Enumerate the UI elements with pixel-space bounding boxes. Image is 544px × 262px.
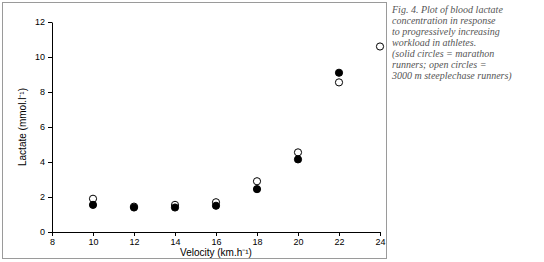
point bbox=[253, 178, 260, 185]
x-axis-tick-label: 20 bbox=[293, 237, 303, 247]
x-axis-tick-label: 18 bbox=[252, 237, 262, 247]
x-axis-tick-mark bbox=[175, 232, 176, 236]
point bbox=[89, 201, 96, 208]
point bbox=[253, 186, 260, 193]
x-axis-tick: 14 bbox=[170, 232, 180, 247]
y-axis-tick: 2 bbox=[40, 192, 52, 202]
caption-line: to progressively increasing bbox=[392, 26, 500, 37]
x-axis-tick: 16 bbox=[211, 232, 221, 247]
point bbox=[335, 79, 342, 86]
y-axis-tick-label: 12 bbox=[35, 17, 45, 27]
x-axis-tick-mark bbox=[134, 232, 135, 236]
point bbox=[171, 204, 178, 211]
series bbox=[89, 69, 342, 211]
y-axis-tick-mark bbox=[48, 162, 52, 163]
caption-line: workload in athletes. bbox=[392, 37, 476, 48]
x-axis-tick: 22 bbox=[334, 232, 344, 247]
y-axis-tick: 0 bbox=[40, 227, 52, 237]
point bbox=[294, 156, 301, 163]
caption-line: Fig. 4. Plot of blood lactate bbox=[391, 4, 503, 15]
point bbox=[294, 149, 301, 156]
y-axis-tick-label: 10 bbox=[35, 52, 45, 62]
x-axis-tick-mark bbox=[298, 232, 299, 236]
x-axis-tick: 24 bbox=[375, 232, 385, 247]
y-axis-tick-label: 8 bbox=[40, 87, 45, 97]
x-axis-tick-mark bbox=[216, 232, 217, 236]
y-axis-tick-mark bbox=[48, 57, 52, 58]
point bbox=[212, 202, 219, 209]
chart-border bbox=[3, 3, 387, 259]
y-axis-tick-label: 6 bbox=[40, 122, 45, 132]
x-axis-tick: 18 bbox=[252, 232, 262, 247]
y-axis-tick: 12 bbox=[35, 17, 52, 27]
x-axis-tick-label: 16 bbox=[211, 237, 221, 247]
caption-line: runners; open circles = bbox=[392, 59, 486, 70]
y-axis: 0 2 4 6 8 10 12 bbox=[35, 17, 53, 237]
x-axis-tick-label: 10 bbox=[88, 237, 98, 247]
x-axis-tick-label: 14 bbox=[170, 237, 180, 247]
x-axis-tick-label: 8 bbox=[50, 237, 55, 247]
x-axis-tick: 10 bbox=[88, 232, 98, 247]
caption-line: concentration in response bbox=[392, 15, 496, 26]
y-axis-tick: 6 bbox=[40, 122, 52, 132]
y-axis-line bbox=[52, 23, 53, 233]
y-axis-tick-label: 0 bbox=[40, 227, 45, 237]
chart: 81012141618202224024681012Velocity (km.h… bbox=[0, 0, 544, 262]
x-axis-tick-mark bbox=[93, 232, 94, 236]
x-axis-tick-mark bbox=[257, 232, 258, 236]
y-axis-tick-label: 4 bbox=[40, 157, 45, 167]
y-axis-tick-mark bbox=[48, 197, 52, 198]
y-axis-tick-label: 2 bbox=[40, 192, 45, 202]
y-axis-tick-mark bbox=[48, 92, 52, 93]
x-axis-tick: 12 bbox=[129, 232, 139, 247]
x-axis-tick: 8 bbox=[50, 232, 55, 247]
x-axis-tick-label: 12 bbox=[129, 237, 139, 247]
x-axis-tick-mark bbox=[339, 232, 340, 236]
point bbox=[130, 203, 137, 210]
x-axis-tick-mark bbox=[380, 232, 381, 236]
y-axis-tick-mark bbox=[48, 232, 52, 233]
x-axis: 8 10 12 14 16 18 20 22 24 bbox=[50, 232, 386, 247]
x-axis-tick-label: 22 bbox=[334, 237, 344, 247]
x-axis-tick: 20 bbox=[293, 232, 303, 247]
series bbox=[89, 43, 383, 210]
y-axis-tick-mark bbox=[48, 22, 52, 23]
x-axis-title: Velocity (km.h⁻¹) bbox=[180, 247, 252, 258]
y-axis-tick: 10 bbox=[35, 52, 52, 62]
y-axis-title: Lactate (mmol.l⁻¹) bbox=[17, 88, 28, 166]
y-axis-tick: 4 bbox=[40, 157, 52, 167]
x-axis-tick-label: 24 bbox=[375, 237, 385, 247]
point bbox=[335, 69, 342, 76]
y-axis-tick-mark bbox=[48, 127, 52, 128]
x-axis-tick-mark bbox=[52, 232, 53, 236]
caption-line: 3000 m steeplechase runners) bbox=[391, 70, 512, 82]
plot-area bbox=[89, 43, 383, 211]
point bbox=[376, 43, 383, 50]
y-axis-tick: 8 bbox=[40, 87, 52, 97]
point bbox=[130, 204, 137, 211]
caption: Fig. 4. Plot of blood lactateconcentrati… bbox=[391, 4, 512, 82]
